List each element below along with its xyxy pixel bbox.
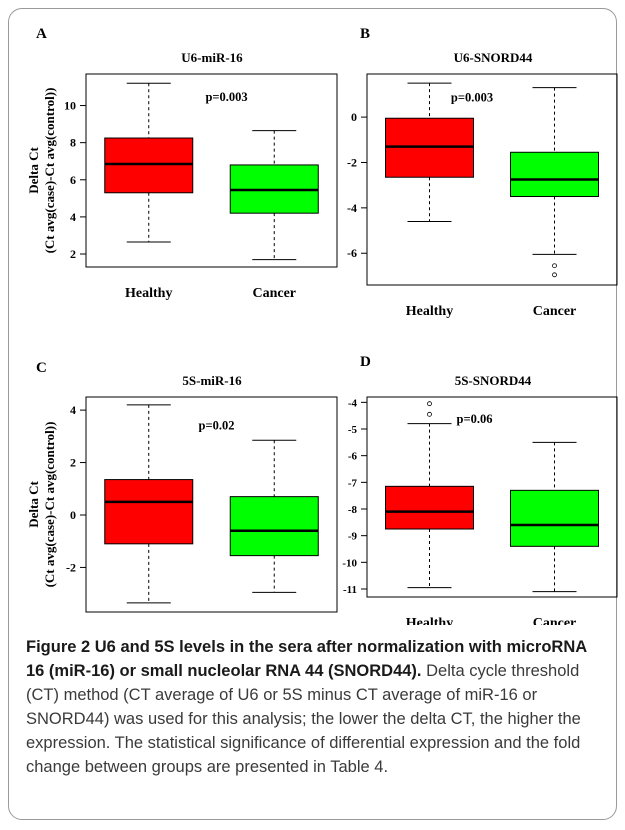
box-cancer <box>510 87 599 278</box>
box-cancer <box>510 441 599 593</box>
chart-panel-d: D 5S-SNORD44 -4 -5 -6 -7 -8 -9 -10 -11 Healthy Canc… <box>342 354 618 625</box>
figure-caption: Figure 2 U6 and 5S levels in the sera af… <box>26 635 606 779</box>
plot-frame <box>366 396 618 598</box>
x-category-label: Healthy <box>406 304 453 319</box>
panel-label: A <box>36 26 47 42</box>
x-category-label: Cancer <box>533 616 577 625</box>
box-healthy <box>385 401 474 589</box>
box-cancer <box>229 439 319 593</box>
box-iqr <box>104 137 194 194</box>
box-iqr <box>385 485 474 530</box>
y-tick-label: -9 <box>348 531 358 543</box>
y-tick-label: -10 <box>342 557 357 569</box>
plot-frame <box>85 396 338 613</box>
y-tick-label: 10 <box>64 99 76 113</box>
y-tick-label: 2 <box>70 247 76 261</box>
x-category-label: Cancer <box>252 286 296 301</box>
panel-title: 5S-SNORD44 <box>455 373 532 388</box>
box-healthy <box>385 82 474 222</box>
y-tick-label: -7 <box>348 477 358 489</box>
y-tick-label: 8 <box>70 136 76 150</box>
y-tick-label: 6 <box>70 173 76 187</box>
x-category-label: Healthy <box>125 286 172 301</box>
y-tick-label: -6 <box>347 246 357 260</box>
y-tick-label: -2 <box>66 560 76 574</box>
y-tick-label: -2 <box>347 155 357 169</box>
y-axis-label: Delta Ct <box>26 147 41 194</box>
y-tick-label: -11 <box>343 584 357 596</box>
y-tick-label: 0 <box>70 508 76 522</box>
p-value-annotation: p=0.06 <box>457 412 493 426</box>
y-tick-label: -5 <box>348 424 358 436</box>
y-axis-label: Delta Ct <box>26 481 41 528</box>
panel-title: U6-SNORD44 <box>454 50 533 65</box>
panel-title: 5S-miR-16 <box>182 373 242 388</box>
y-tick-label: 2 <box>70 456 76 470</box>
outlier-point <box>427 411 432 417</box>
outlier-point <box>552 272 557 278</box>
chart-panel-c: C 5S-miR-16 4 2 0 -2 Delta Ct (Ct avg(case)-Ct … <box>26 360 338 613</box>
panel-label: C <box>36 360 47 376</box>
x-category-label: Cancer <box>533 304 577 319</box>
outlier-point <box>552 263 557 269</box>
y-axis-label-sub: (Ct avg(case)-Ct avg(control)) <box>42 88 57 254</box>
y-tick-label: 0 <box>351 110 357 124</box>
panel-title: U6-miR-16 <box>181 50 243 65</box>
chart-panel-a: A U6-miR-16 2 4 6 8 10 Delta Ct (Ct avg(case)-Ct… <box>26 26 338 301</box>
panel-label: D <box>360 354 371 370</box>
y-tick-label: -8 <box>348 504 358 516</box>
box-healthy <box>104 404 194 604</box>
y-tick-label: 4 <box>70 210 76 224</box>
box-iqr <box>510 489 599 547</box>
x-category-label: Healthy <box>406 616 453 625</box>
y-tick-label: -4 <box>347 201 357 215</box>
y-tick-label: 4 <box>70 403 76 417</box>
y-tick-label: -6 <box>348 451 358 463</box>
outlier-point <box>427 401 432 407</box>
caption-body: Delta cycle threshold (CT) method (CT av… <box>26 662 581 776</box>
p-value-annotation: p=0.02 <box>199 418 235 432</box>
box-iqr <box>104 479 194 545</box>
box-cancer <box>229 130 319 261</box>
y-axis-label-sub: (Ct avg(case)-Ct avg(control)) <box>42 422 57 588</box>
box-healthy <box>104 82 194 243</box>
plot-frame <box>85 73 338 268</box>
chart-panel-b: B U6-SNORD44 0 -2 -4 -6 Healthy Cancer p=0.003 <box>347 26 618 319</box>
p-value-annotation: p=0.003 <box>205 90 247 104</box>
box-iqr <box>510 151 599 198</box>
p-value-annotation: p=0.003 <box>451 90 493 104</box>
panel-label: B <box>360 26 370 42</box>
plot-frame <box>366 73 618 286</box>
caption-title: Figure 2 U6 and 5S levels in the sera af… <box>26 638 587 680</box>
caption-title-end: . <box>416 662 422 680</box>
box-iqr <box>229 496 319 557</box>
y-tick-label: -4 <box>348 397 358 409</box>
